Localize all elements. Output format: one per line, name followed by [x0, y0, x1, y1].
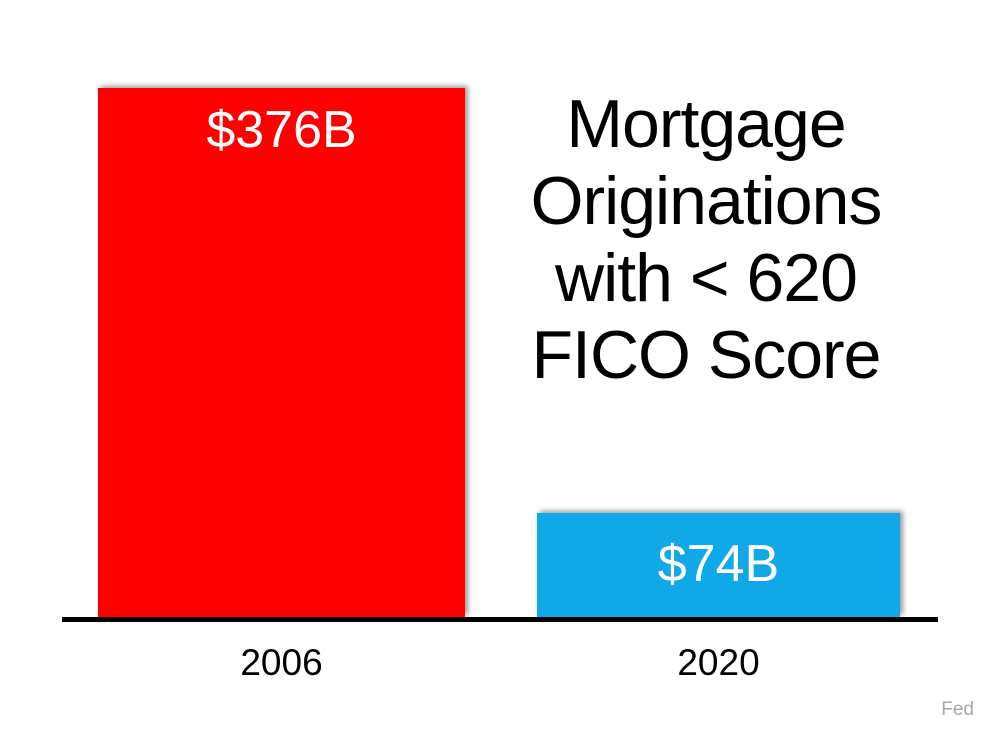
bar-value-label-2006: $376B	[206, 101, 357, 159]
chart-title-line-1: Mortgage	[566, 86, 846, 162]
category-label-2020: 2020	[677, 642, 760, 683]
chart-title: Mortgage Originations with < 620 FICO Sc…	[476, 86, 936, 394]
bar-2020: $74B	[537, 513, 900, 617]
chart-title-line-4: FICO Score	[531, 317, 882, 393]
bar-2006: $376B	[98, 88, 465, 617]
chart-title-line-3: with < 620	[555, 240, 858, 316]
x-axis-line	[62, 617, 938, 622]
chart-title-line-2: Originations	[530, 163, 883, 239]
category-label-2006: 2006	[240, 642, 323, 683]
bar-value-label-2020: $74B	[657, 534, 780, 593]
source-label: Fed	[941, 699, 974, 720]
